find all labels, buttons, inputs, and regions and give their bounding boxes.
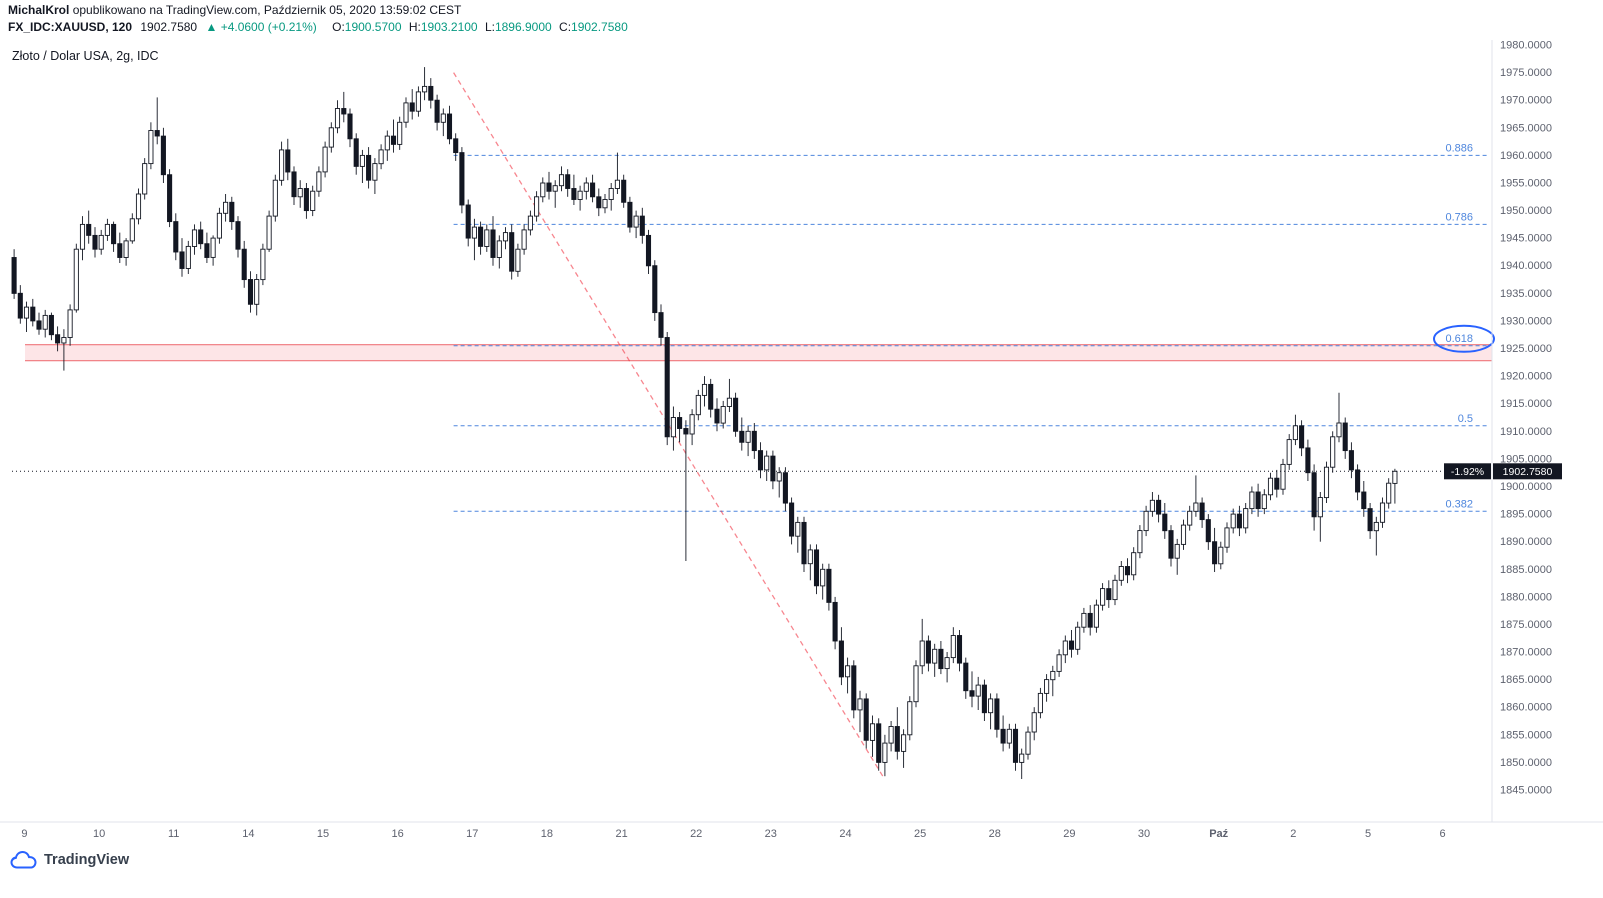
svg-text:1945.0000: 1945.0000 — [1500, 233, 1552, 245]
svg-text:1910.0000: 1910.0000 — [1500, 426, 1552, 438]
svg-text:1865.0000: 1865.0000 — [1500, 674, 1552, 686]
descending-trend-line[interactable] — [453, 72, 884, 777]
svg-text:1845.0000: 1845.0000 — [1500, 785, 1552, 797]
svg-text:0.786: 0.786 — [1445, 211, 1473, 223]
svg-text:22: 22 — [690, 828, 702, 840]
price-change: +4.0600 (+0.21%) — [220, 20, 317, 34]
close-label: C: — [559, 20, 572, 34]
last-price-value: 1902.7580 — [140, 20, 198, 34]
svg-text:24: 24 — [839, 828, 851, 840]
candles-layer[interactable] — [11, 67, 1398, 779]
symbol-line: FX_IDC:XAUUSD, 120 1902.7580 ▲ +4.0600 (… — [8, 20, 628, 35]
svg-text:1935.0000: 1935.0000 — [1500, 288, 1552, 300]
svg-text:1930.0000: 1930.0000 — [1500, 315, 1552, 327]
svg-text:1885.0000: 1885.0000 — [1500, 564, 1552, 576]
svg-text:6: 6 — [1440, 828, 1446, 840]
tradingview-brand-text[interactable]: TradingView — [44, 852, 130, 868]
svg-text:1890.0000: 1890.0000 — [1500, 536, 1552, 548]
svg-text:1915.0000: 1915.0000 — [1500, 398, 1552, 410]
author-name[interactable]: MichalKrol — [8, 3, 70, 17]
svg-text:1975.0000: 1975.0000 — [1500, 67, 1552, 79]
svg-text:11: 11 — [168, 828, 179, 840]
up-arrow-icon: ▲ — [205, 20, 218, 34]
svg-text:1902.7580: 1902.7580 — [1503, 466, 1553, 478]
price-axis[interactable]: 1980.0000 1975.0000 1970.0000 1965.0000 1960… — [1500, 40, 1552, 797]
open-value: 1900.5700 — [344, 20, 402, 34]
header: MichalKrol opublikowano na TradingView.c… — [8, 3, 628, 35]
fib-618-highlight-ellipse[interactable] — [1433, 324, 1495, 353]
low-label: L: — [484, 20, 495, 34]
svg-text:1980.0000: 1980.0000 — [1500, 40, 1552, 52]
svg-text:1955.0000: 1955.0000 — [1500, 178, 1552, 190]
svg-text:2: 2 — [1290, 828, 1296, 840]
svg-text:30: 30 — [1138, 828, 1150, 840]
svg-text:1900.0000: 1900.0000 — [1500, 481, 1552, 493]
svg-text:1965.0000: 1965.0000 — [1500, 122, 1552, 134]
svg-text:1855.0000: 1855.0000 — [1500, 729, 1552, 741]
change-pct-label: -1.92% — [1444, 463, 1491, 480]
svg-text:1860.0000: 1860.0000 — [1500, 702, 1552, 714]
low-value: 1896.9000 — [494, 20, 552, 34]
svg-text:0.886: 0.886 — [1445, 142, 1473, 154]
fib-level-0.786[interactable]: 0.786 — [453, 211, 1488, 225]
svg-text:17: 17 — [466, 828, 478, 840]
svg-text:1925.0000: 1925.0000 — [1500, 343, 1552, 355]
svg-text:1905.0000: 1905.0000 — [1500, 453, 1552, 465]
svg-text:1950.0000: 1950.0000 — [1500, 205, 1552, 217]
svg-text:1970.0000: 1970.0000 — [1500, 95, 1552, 107]
svg-text:1870.0000: 1870.0000 — [1500, 647, 1552, 659]
fib-level-0.382[interactable]: 0.382 — [453, 498, 1488, 512]
svg-text:0.618: 0.618 — [1445, 333, 1473, 345]
symbol-title[interactable]: FX_IDC:XAUUSD, 120 — [8, 20, 133, 34]
tradingview-footer[interactable]: TradingView — [10, 851, 129, 869]
current-price-axis-label: 1902.7580 — [1493, 463, 1562, 480]
high-value: 1903.2100 — [420, 20, 478, 34]
svg-text:1920.0000: 1920.0000 — [1500, 371, 1552, 383]
svg-text:0.5: 0.5 — [1458, 413, 1473, 425]
svg-text:15: 15 — [317, 828, 329, 840]
high-label: H: — [408, 20, 421, 34]
svg-text:1880.0000: 1880.0000 — [1500, 591, 1552, 603]
publish-line: MichalKrol opublikowano na TradingView.c… — [8, 3, 628, 18]
svg-text:-1.92%: -1.92% — [1451, 466, 1484, 478]
chart-legend-title[interactable]: Złoto / Dolar USA, 2g, IDC — [12, 49, 159, 63]
svg-text:Paź: Paź — [1209, 828, 1228, 840]
publish-info: opublikowano na TradingView.com, Paździe… — [72, 3, 462, 17]
svg-text:0.382: 0.382 — [1445, 498, 1473, 510]
svg-text:18: 18 — [541, 828, 553, 840]
fib-level-0.618[interactable]: 0.618 — [453, 333, 1488, 347]
svg-text:9: 9 — [21, 828, 27, 840]
svg-text:5: 5 — [1365, 828, 1371, 840]
svg-text:1875.0000: 1875.0000 — [1500, 619, 1552, 631]
svg-text:21: 21 — [615, 828, 627, 840]
svg-text:23: 23 — [765, 828, 777, 840]
svg-text:25: 25 — [914, 828, 926, 840]
svg-text:1940.0000: 1940.0000 — [1500, 260, 1552, 272]
svg-text:14: 14 — [242, 828, 254, 840]
svg-text:29: 29 — [1063, 828, 1075, 840]
open-label: O: — [332, 20, 345, 34]
time-axis[interactable]: 9 10 11 14 15 16 17 18 21 22 23 24 25 28 29 30 Paź 2 5 6 — [21, 828, 1445, 840]
svg-text:10: 10 — [93, 828, 105, 840]
tradingview-logo-icon — [10, 851, 37, 869]
fib-level-0.886[interactable]: 0.886 — [453, 142, 1488, 156]
fib-level-0.5[interactable]: 0.5 — [453, 413, 1488, 427]
svg-text:28: 28 — [989, 828, 1001, 840]
svg-text:16: 16 — [391, 828, 403, 840]
svg-text:1960.0000: 1960.0000 — [1500, 150, 1552, 162]
svg-text:1895.0000: 1895.0000 — [1500, 509, 1552, 521]
svg-text:1850.0000: 1850.0000 — [1500, 757, 1552, 769]
resistance-zone[interactable] — [25, 344, 1492, 362]
close-value: 1902.7580 — [571, 20, 628, 34]
